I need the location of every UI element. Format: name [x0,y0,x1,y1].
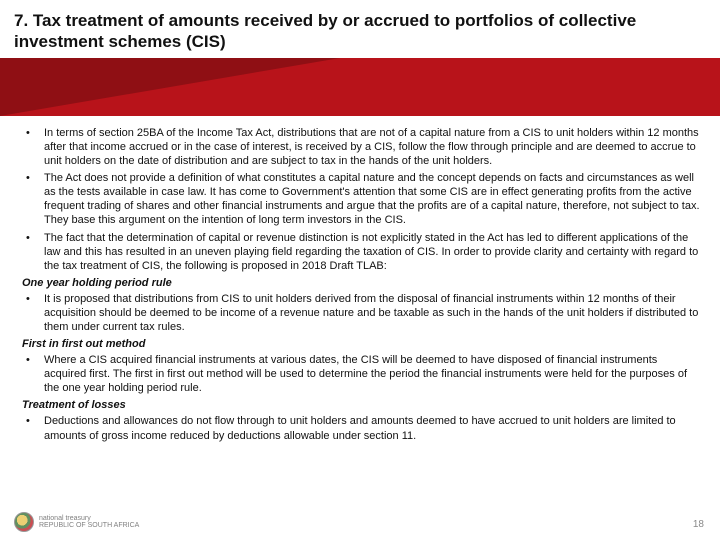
footer-label: national treasury [39,515,139,522]
slide: 7. Tax treatment of amounts received by … [0,0,720,540]
page-number: 18 [693,519,704,530]
sections-container: One year holding period rule It is propos… [20,276,700,443]
page-title: 7. Tax treatment of amounts received by … [14,10,706,53]
header-red-diagonal [0,58,340,116]
bullet-item: It is proposed that distributions from C… [20,292,700,334]
footer-logo: national treasury REPUBLIC OF SOUTH AFRI… [14,512,139,532]
slide-body: In terms of section 25BA of the Income T… [0,118,720,540]
bullet-item: Deductions and allowances do not flow th… [20,414,700,442]
bullet-list-top: In terms of section 25BA of the Income T… [20,126,700,273]
bullet-item: The Act does not provide a definition of… [20,171,700,227]
bullet-item: The fact that the determination of capit… [20,231,700,273]
bullet-list: Deductions and allowances do not flow th… [20,414,700,442]
bullet-item: Where a CIS acquired financial instrumen… [20,353,700,395]
section-heading: First in first out method [20,337,700,351]
section-heading: One year holding period rule [20,276,700,290]
crest-icon [14,512,34,532]
footer-text: national treasury REPUBLIC OF SOUTH AFRI… [39,515,139,529]
bullet-list: Where a CIS acquired financial instrumen… [20,353,700,395]
footer-sub: REPUBLIC OF SOUTH AFRICA [39,522,139,529]
bullet-list: It is proposed that distributions from C… [20,292,700,334]
section-heading: Treatment of losses [20,398,700,412]
bullet-item: In terms of section 25BA of the Income T… [20,126,700,168]
